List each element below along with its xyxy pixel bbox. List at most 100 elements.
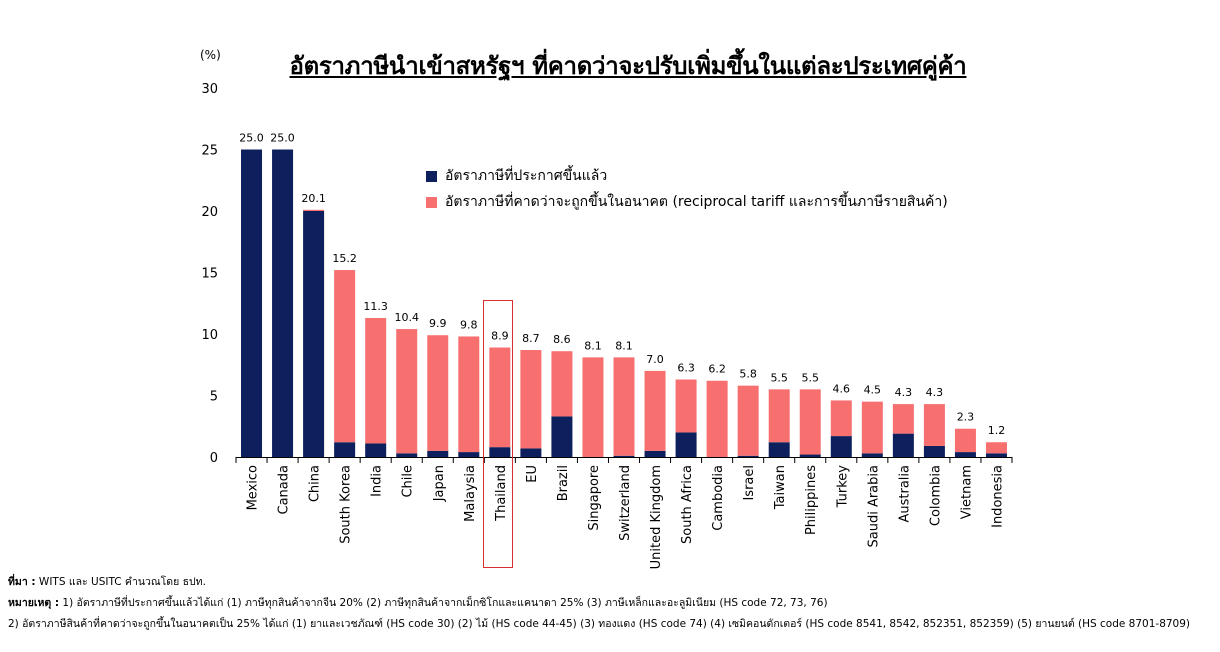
bar-expected [303,209,325,211]
bar-total-label: 4.5 [864,384,882,397]
x-category-label: Thailand [494,465,509,522]
y-axis: 0 5 10 15 20 25 30 [201,82,218,466]
bar-expected [365,318,387,444]
x-category-label: Indonesia [990,465,1005,528]
bar-expected [551,351,573,417]
x-category-label: Japan [432,465,447,502]
legend-item-announced: อัตราภาษีที่ประกาศขึ้นแล้ว [426,163,948,189]
bar-announced [954,452,976,457]
x-axis: Mexico Canada China South Korea India Chile Ja… [235,457,1013,569]
bar-total-label: 8.9 [491,330,509,343]
y-tick-label: 10 [201,328,218,343]
bar-total-label: 4.3 [926,386,944,399]
source-label: ที่มา : [8,576,36,588]
bar-expected [985,442,1007,454]
x-category-label: EU [525,465,540,483]
bar-announced [489,447,511,457]
y-axis-unit-label: (%) [200,48,221,62]
x-category-label: Malaysia [463,465,478,522]
note-text-1: 1) อัตราภาษีที่ประกาศขึ้นแล้วได้แก่ (1) … [59,597,828,609]
bar-announced [272,149,294,457]
bar-announced [675,432,697,457]
legend-item-expected: อัตราภาษีที่คาดว่าจะถูกขึ้นในอนาคต (reci… [426,189,948,215]
legend-label-expected: อัตราภาษีที่คาดว่าจะถูกขึ้นในอนาคต (reci… [445,194,948,210]
legend-label-announced: อัตราภาษีที่ประกาศขึ้นแล้ว [445,168,608,184]
bar-expected [892,404,914,434]
bar-expected [520,349,542,449]
bar-announced [985,453,1007,457]
bar-total-label: 8.7 [522,332,540,345]
bar-expected [489,347,511,448]
bar-announced [241,149,263,457]
x-category-label: Mexico [246,465,261,510]
bar-expected [861,401,883,454]
bar-expected [923,404,945,446]
bar-total-label: 5.5 [801,371,819,384]
bar-total-label: 6.2 [708,363,726,376]
bar-announced [799,454,821,457]
bar-total-label: 15.2 [332,252,357,265]
note-label: หมายเหตุ : [8,597,60,609]
bar-announced [520,448,542,457]
x-category-label: Philippines [804,465,819,535]
bar-total-label: 5.5 [770,371,788,384]
bar-announced [458,452,480,457]
bar-total-label: 25.0 [239,132,264,145]
bars [241,149,1007,457]
x-category-label: Singapore [587,465,602,531]
legend-swatch-announced [426,170,437,182]
bar-announced [892,433,914,457]
x-category-label: Chile [401,465,416,498]
bar-expected [427,335,449,451]
bar-expected [334,270,356,443]
bar-expected [644,370,666,451]
bar-total-label: 25.0 [270,132,295,145]
x-category-label: Vietnam [959,465,974,519]
note-line-2: 2) อัตราภาษีสินค้าที่คาดว่าจะถูกขึ้นในอน… [8,618,1191,630]
bar-announced [768,442,790,457]
bar-total-label: 4.3 [895,386,913,399]
bar-announced [830,436,852,457]
bar-total-label: 8.6 [553,333,571,346]
bar-expected [799,389,821,455]
x-category-label: Saudi Arabia [866,465,881,548]
footnotes: ที่มา : WITS และ USITC คำนวณโดย ธปท. หมา… [8,572,1190,635]
x-category-label: United Kingdom [649,465,664,569]
bar-expected [737,385,759,456]
y-tick-label: 5 [210,390,218,405]
source-line: ที่มา : WITS และ USITC คำนวณโดย ธปท. [8,572,1190,593]
source-text: WITS และ USITC คำนวณโดย ธปท. [35,576,206,588]
value-labels: 25.0 25.0 20.1 15.2 11.3 10.4 9.9 9.8 8.9 8.7 8.6 8… [239,132,1005,438]
bar-total-label: 5.8 [739,368,757,381]
bar-announced [551,416,573,457]
thailand-highlight-box [483,300,513,568]
chart-title: อัตราภาษีนำเข้าสหรัฐฯ ที่คาดว่าจะปรับเพิ… [289,52,967,80]
x-category-label: Israel [742,465,757,501]
bar-expected [768,389,790,443]
bar-announced [427,450,449,457]
bar-total-label: 9.9 [429,317,447,330]
x-category-label: Brazil [556,465,571,501]
bar-expected [954,428,976,453]
bar-announced [365,443,387,457]
legend: อัตราภาษีที่ประกาศขึ้นแล้ว อัตราภาษีที่ค… [426,163,948,215]
bar-total-label: 6.3 [677,362,695,375]
x-category-label: Turkey [835,465,850,509]
x-category-label: South Africa [680,465,695,544]
bar-total-label: 9.8 [460,318,478,331]
legend-swatch-expected [426,196,437,208]
bar-expected [582,357,604,457]
bar-announced [737,455,759,457]
x-category-label: Taiwan [773,465,788,510]
bar-total-label: 1.2 [988,424,1006,437]
bar-announced [396,453,418,457]
bar-announced [923,445,945,457]
y-tick-label: 25 [201,144,218,159]
bar-total-label: 10.4 [394,311,419,324]
x-category-label: Canada [277,465,292,514]
bar-announced [861,453,883,457]
bar-announced [303,211,325,457]
x-category-label: Colombia [928,465,943,526]
y-tick-label: 0 [210,451,218,466]
